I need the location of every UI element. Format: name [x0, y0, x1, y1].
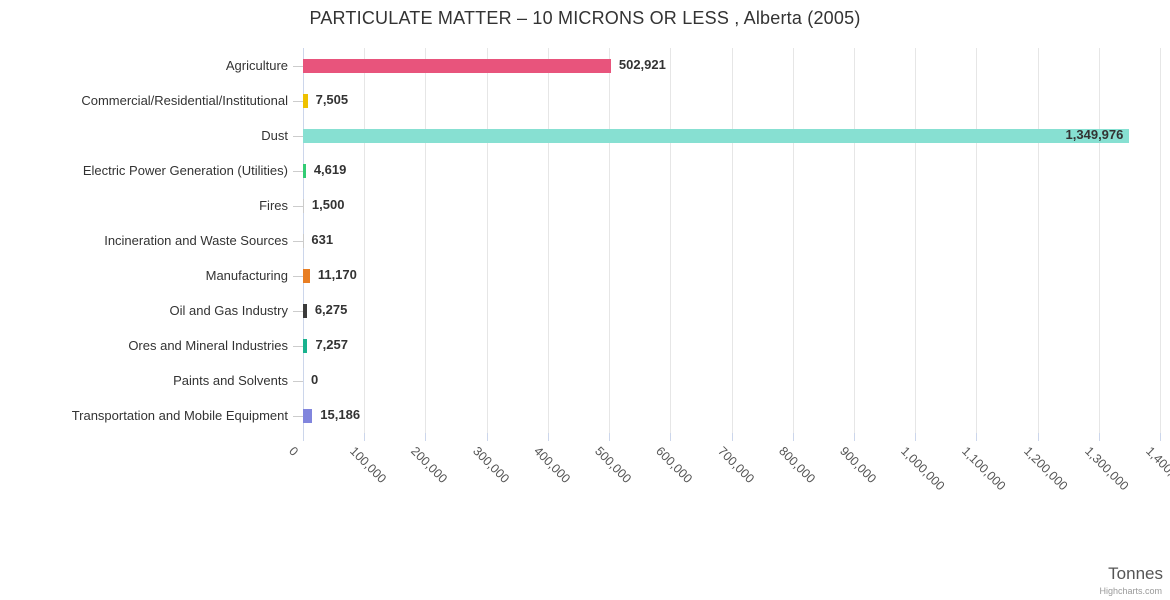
- x-axis-tick: [670, 433, 672, 441]
- category-label: Dust: [261, 127, 288, 143]
- category-axis-tick: [293, 66, 303, 67]
- gridline: [425, 48, 427, 433]
- category-axis-tick: [293, 346, 303, 347]
- x-axis-label: 1,400,000: [1143, 444, 1170, 494]
- x-axis-tick: [976, 433, 978, 441]
- gridline: [792, 48, 794, 433]
- x-axis-label: 900,000: [837, 444, 879, 486]
- category-axis-tick: [293, 276, 303, 277]
- x-axis-tick: [486, 433, 488, 441]
- x-axis-label: 500,000: [592, 444, 635, 486]
- x-axis-tick: [853, 433, 855, 441]
- data-label: 1,349,976: [1065, 127, 1124, 142]
- x-axis-tick: [547, 433, 549, 441]
- category-label: Incineration and Waste Sources: [104, 232, 288, 248]
- x-axis-label: 1,100,000: [959, 444, 1009, 494]
- category-label: Ores and Mineral Industries: [128, 337, 288, 353]
- gridline: [609, 48, 611, 433]
- x-axis-tick: [609, 433, 611, 441]
- category-axis-tick: [293, 311, 303, 312]
- gridline: [853, 48, 855, 433]
- data-label: 502,921: [618, 57, 666, 72]
- x-axis-tick: [731, 433, 733, 441]
- bar[interactable]: [303, 303, 307, 318]
- x-axis-tick: [303, 433, 304, 441]
- x-axis-tick: [1098, 433, 1100, 441]
- x-axis-label: 1,000,000: [898, 444, 948, 494]
- data-label: 7,257: [315, 337, 348, 352]
- category-axis-tick: [293, 416, 303, 417]
- bar[interactable]: [303, 58, 611, 73]
- bar[interactable]: [303, 93, 308, 108]
- gridline: [486, 48, 488, 433]
- x-axis-title: Tonnes: [1108, 564, 1163, 583]
- x-axis-tick: [1037, 433, 1039, 441]
- x-axis-tick: [425, 433, 427, 441]
- category-label: Manufacturing: [205, 267, 288, 283]
- chart-title: PARTICULATE MATTER – 10 MICRONS OR LESS …: [309, 8, 861, 28]
- category-axis-tick: [293, 206, 303, 207]
- highcharts-credits-link[interactable]: Highcharts.com: [1099, 586, 1162, 596]
- gridline: [915, 48, 917, 433]
- bar[interactable]: [303, 128, 1130, 143]
- gridline: [670, 48, 672, 433]
- x-axis-label: 1,200,000: [1020, 444, 1070, 494]
- category-label: Electric Power Generation (Utilities): [82, 162, 288, 178]
- bar[interactable]: [303, 338, 308, 353]
- x-axis-label: 300,000: [469, 444, 512, 486]
- data-label: 4,619: [313, 162, 347, 177]
- bar[interactable]: [303, 233, 304, 248]
- x-axis-tick: [915, 433, 917, 441]
- bar[interactable]: [303, 198, 304, 213]
- category-axis-tick: [293, 171, 303, 172]
- x-axis-tick: [364, 433, 366, 441]
- bar[interactable]: [303, 163, 306, 178]
- category-label: Oil and Gas Industry: [169, 302, 289, 318]
- x-axis-label: 800,000: [775, 444, 818, 486]
- category-axis-tick: [293, 101, 303, 102]
- data-label: 0: [311, 372, 319, 387]
- x-axis-label: 700,000: [714, 444, 757, 486]
- x-axis-label: 1,300,000: [1081, 444, 1132, 494]
- x-axis-tick: [1160, 433, 1161, 441]
- gridline: [364, 48, 366, 433]
- x-axis-label: 400,000: [530, 444, 573, 486]
- data-label: 11,170: [317, 267, 357, 282]
- data-label: 1,500: [311, 197, 345, 212]
- category-label: Fires: [259, 197, 288, 213]
- category-label: Transportation and Mobile Equipment: [71, 407, 288, 423]
- x-axis-label: 0: [286, 444, 301, 459]
- data-label: 7,505: [315, 92, 349, 107]
- category-label: Agriculture: [225, 57, 288, 73]
- data-label: 6,275: [314, 302, 348, 317]
- category-label: Commercial/Residential/Institutional: [81, 92, 288, 108]
- x-axis-label: 600,000: [653, 444, 696, 486]
- data-label: 631: [311, 232, 334, 247]
- x-axis-label: 200,000: [408, 444, 451, 486]
- bar[interactable]: [303, 408, 313, 423]
- gridline: [1160, 48, 1161, 433]
- data-label: 15,186: [320, 407, 361, 422]
- category-axis-tick: [293, 241, 303, 242]
- gridline: [547, 48, 549, 433]
- category-label: Paints and Solvents: [173, 372, 288, 388]
- bar[interactable]: [303, 268, 310, 283]
- gridline: [1037, 48, 1039, 433]
- x-axis-label: 100,000: [347, 444, 390, 486]
- category-axis-tick: [293, 136, 303, 137]
- gridline: [1098, 48, 1100, 433]
- gridline: [976, 48, 978, 433]
- x-axis-tick: [792, 433, 794, 441]
- gridline: [731, 48, 733, 433]
- category-axis-tick: [293, 381, 303, 382]
